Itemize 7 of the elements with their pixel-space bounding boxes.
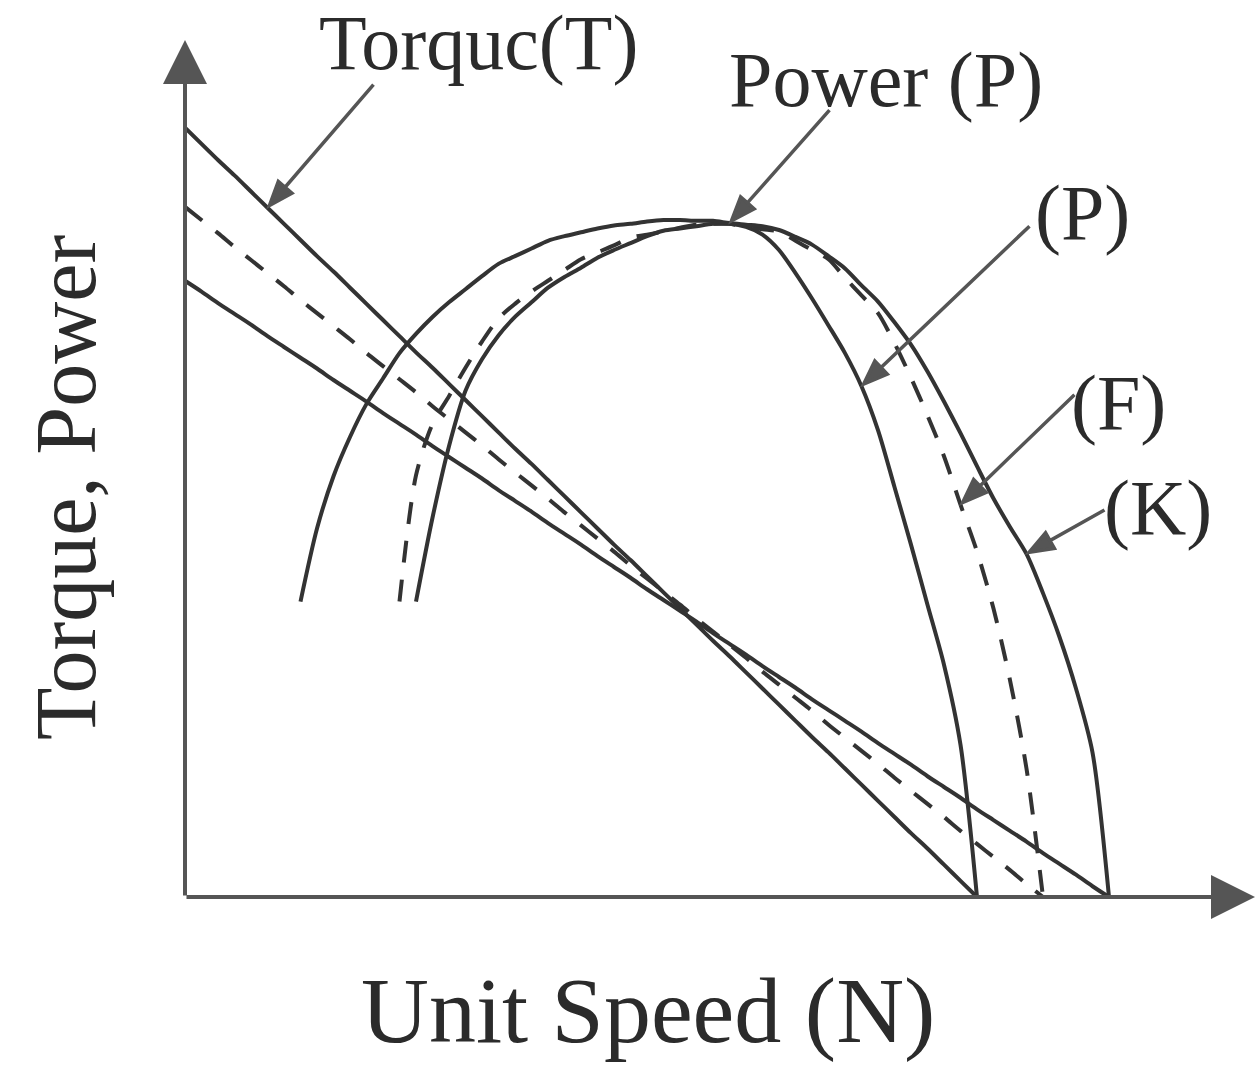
y-axis-title: Torque, Power bbox=[18, 234, 114, 740]
text: Torquc(T) bbox=[319, 0, 639, 86]
text: (P) bbox=[1035, 169, 1131, 256]
text: Power (P) bbox=[729, 36, 1044, 123]
series-label: (F) bbox=[1071, 359, 1167, 446]
series-label: (K) bbox=[1104, 464, 1213, 551]
x-axis-title: Unit Speed (N) bbox=[361, 958, 936, 1062]
